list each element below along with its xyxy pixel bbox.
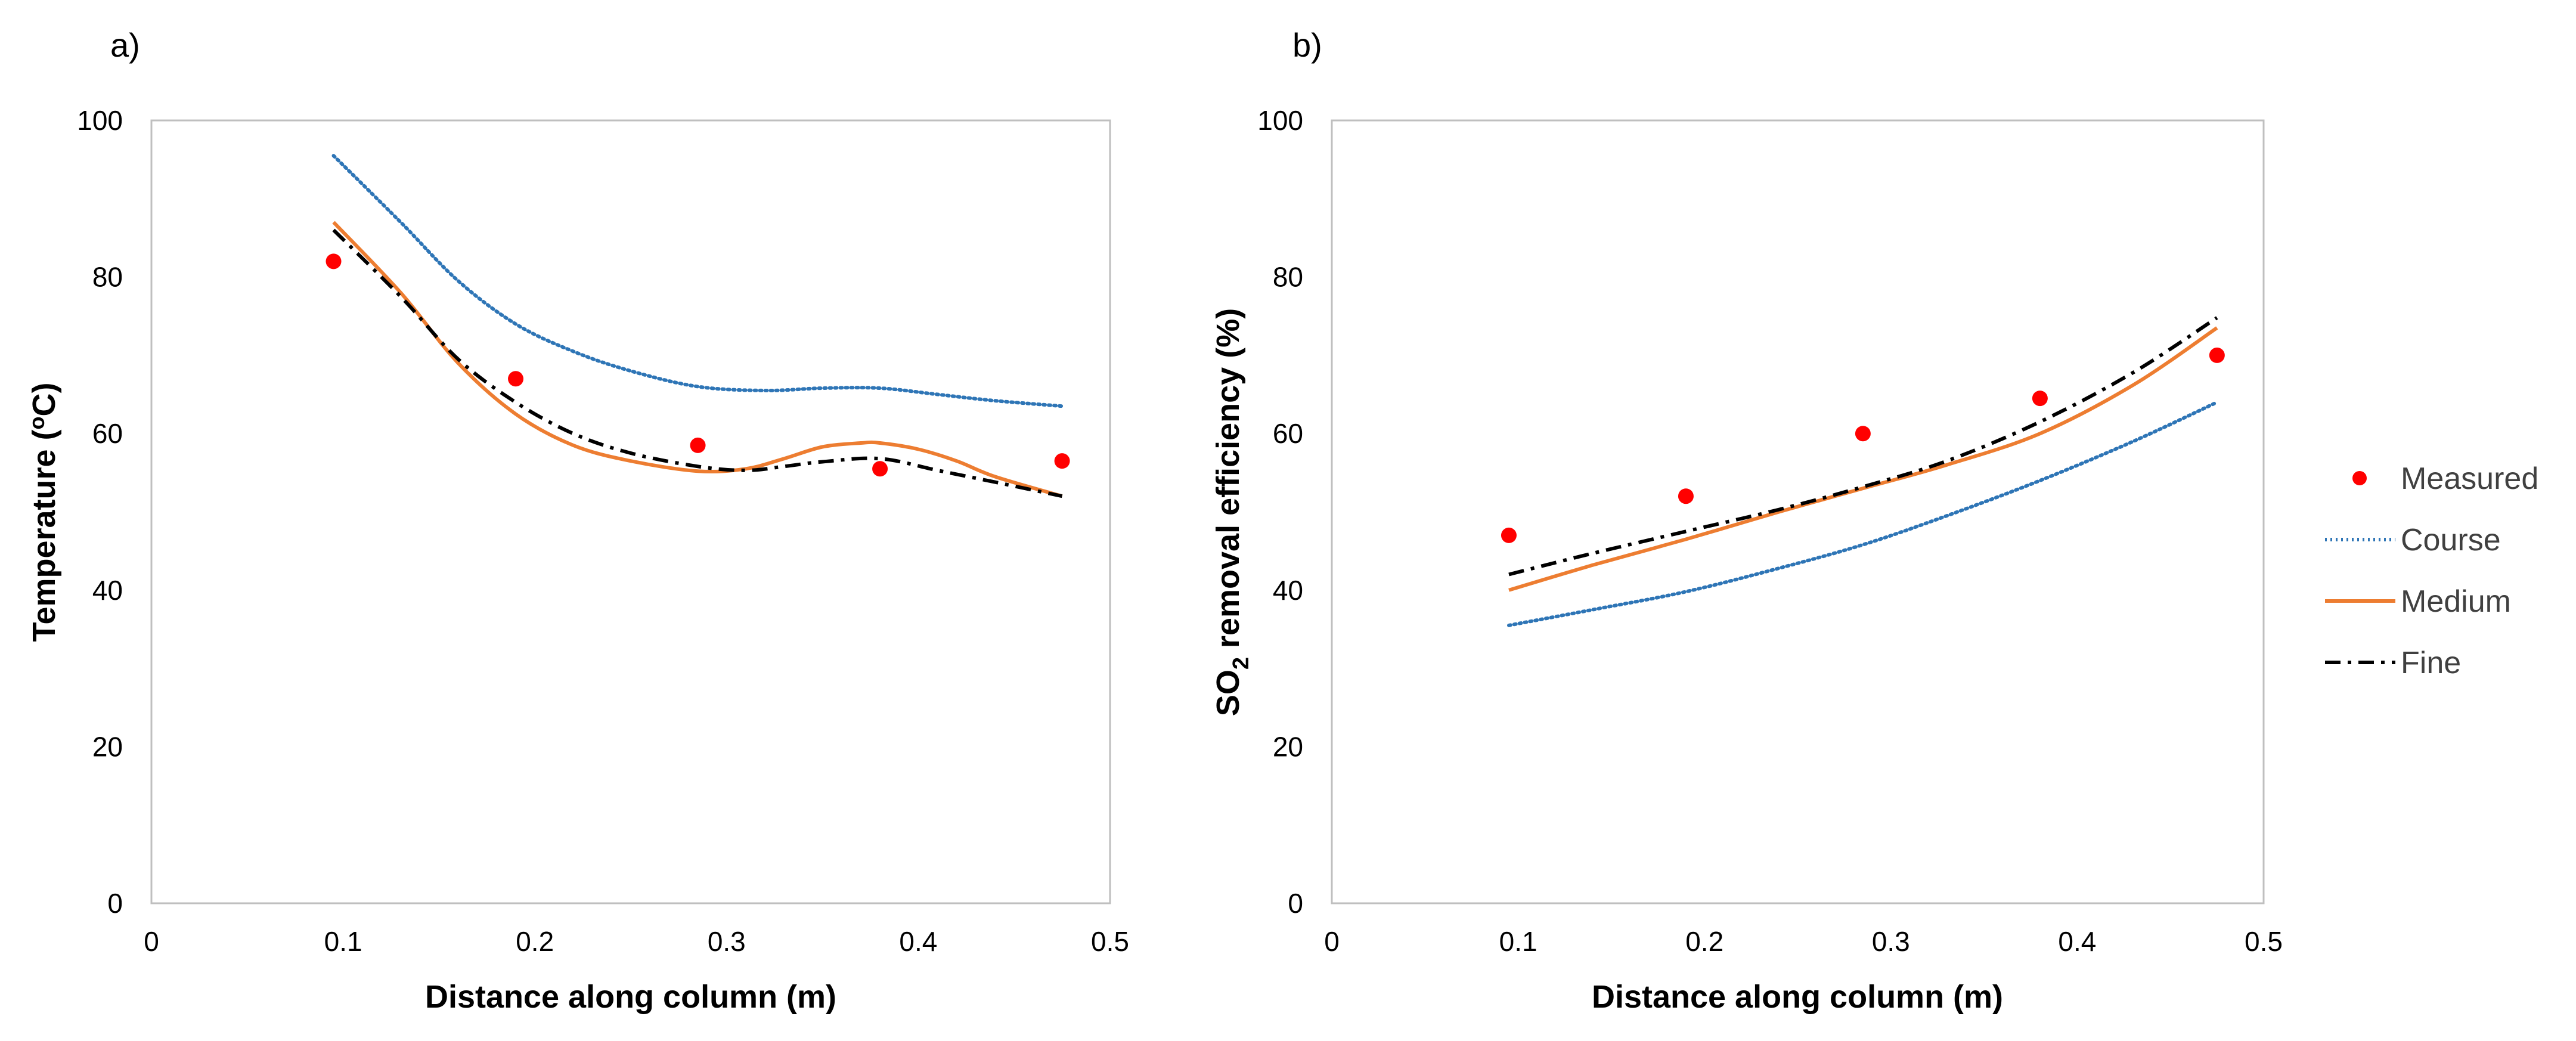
data-point-measured [1501,527,1517,543]
legend-entry-course: Course [2325,523,2501,557]
x-tick-label: 0.2 [1685,926,1723,957]
legend-entry-fine: Fine [2325,646,2461,680]
legend-label-medium: Medium [2401,584,2511,619]
x-tick-labels: 0 0.1 0.2 0.3 0.4 0.5 [144,926,1129,957]
x-tick-label: 0 [144,926,159,957]
panel-label-a: a) [110,26,140,64]
data-point-measured [326,253,342,269]
y-tick-labels: 0 20 40 60 80 100 [1257,105,1303,919]
x-tick-labels: 0 0.1 0.2 0.3 0.4 0.5 [1324,926,2283,957]
series-line-fine [332,228,1063,498]
y-tick-label: 20 [92,731,123,762]
legend: Measured Course Medium Fine [2325,461,2538,680]
series-line-fine [1508,316,2218,577]
y-tick-label: 100 [1257,105,1303,136]
legend-label-measured: Measured [2401,461,2538,496]
x-tick-label: 0.4 [2058,926,2096,957]
data-point-measured [1054,453,1070,469]
legend-entry-medium: Medium [2325,584,2511,619]
series-layer [1501,316,2225,627]
y-axis-title: SO2 removal efficiency (%) [1210,308,1254,716]
chart-panel-temperature: a) 0 0.1 0.2 0.3 0.4 0.5 0 20 40 60 80 100 Distanc… [24,26,1129,1015]
plot-area-frame [150,119,1111,904]
y-tick-label: 20 [1273,731,1303,762]
x-tick-label: 0.5 [2245,926,2283,957]
data-point-measured [508,371,524,387]
y-tick-label: 80 [92,262,123,293]
chart-panel-so2-efficiency: b) 0 0.1 0.2 0.3 0.4 0.5 0 20 40 60 80 100 Distanc… [1210,26,2283,1015]
panel-label-b: b) [1292,26,1322,64]
y-tick-label: 0 [1288,888,1303,919]
x-axis-title: Distance along column (m) [425,979,836,1015]
data-point-measured [2032,391,2048,407]
series-layer [326,154,1070,498]
y-tick-label: 0 [107,888,123,919]
y-tick-labels: 0 20 40 60 80 100 [77,105,123,919]
y-tick-label: 60 [92,418,123,449]
data-point-measured [690,437,706,453]
data-point-measured [2209,347,2225,363]
y-axis-title: Temperature (oC) [24,382,62,642]
legend-label-course: Course [2401,523,2501,557]
y-tick-label: 80 [1273,262,1303,293]
x-tick-label: 0.1 [1499,926,1537,957]
data-point-measured [1678,488,1694,504]
x-tick-label: 0.2 [516,926,554,957]
data-point-measured [872,461,888,477]
legend-marker-measured [2352,471,2367,485]
series-line-medium [332,221,1063,498]
data-point-measured [1855,426,1871,442]
x-tick-label: 0.3 [708,926,746,957]
y-tick-label: 60 [1273,418,1303,449]
x-tick-label: 0.3 [1872,926,1910,957]
x-tick-label: 0.1 [324,926,362,957]
x-tick-label: 0.4 [899,926,937,957]
y-tick-label: 100 [77,105,123,136]
x-tick-label: 0.5 [1091,926,1129,957]
legend-label-fine: Fine [2401,646,2461,680]
x-tick-label: 0 [1324,926,1340,957]
y-tick-label: 40 [1273,575,1303,606]
x-axis-title: Distance along column (m) [1592,979,2003,1015]
series-line-course [1507,400,2219,627]
legend-entry-measured: Measured [2352,461,2538,496]
plot-area-frame [1331,119,2265,904]
y-tick-label: 40 [92,575,123,606]
series-line-medium [1508,326,2218,592]
series-line-course [331,154,1064,408]
